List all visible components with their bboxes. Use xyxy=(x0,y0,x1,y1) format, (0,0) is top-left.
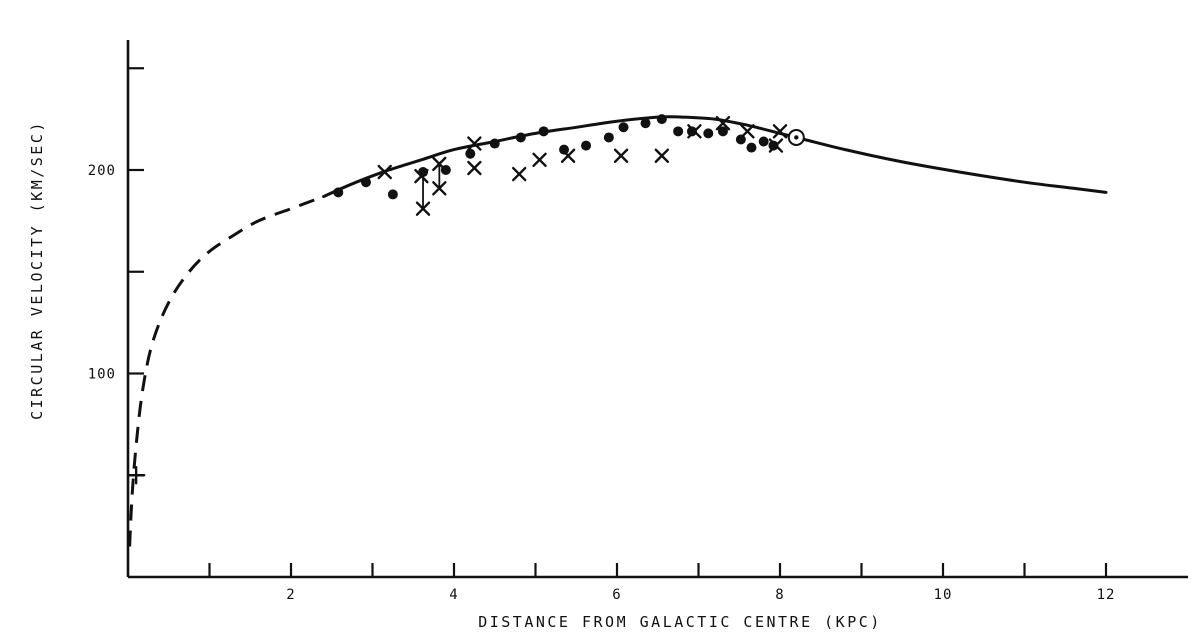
data-point-x xyxy=(740,124,755,139)
data-point-dot xyxy=(758,136,769,147)
data-point-dot xyxy=(603,132,614,143)
data-point-dot xyxy=(717,126,728,137)
data-point-x xyxy=(772,124,788,139)
data-point-x xyxy=(414,168,429,184)
data-point-x xyxy=(768,138,784,153)
data-point-dot xyxy=(333,187,344,198)
x-axis-title: DISTANCE FROM GALACTIC CENTRE (KPC) xyxy=(478,613,882,631)
y-tick-label: 200 xyxy=(88,163,116,179)
y-tick-label: 100 xyxy=(88,367,116,383)
data-point-dot xyxy=(559,144,570,155)
y-axis-ticks: 100 200 xyxy=(88,67,144,477)
data-point-x xyxy=(532,152,547,168)
x-tick-label: 2 xyxy=(286,587,295,603)
data-point-x xyxy=(432,156,447,172)
data-point-dot xyxy=(656,114,667,125)
data-point-x xyxy=(715,115,731,131)
data-marks xyxy=(126,114,805,485)
data-point-x xyxy=(415,201,431,216)
data-point-dot xyxy=(387,189,398,200)
data-point-dot xyxy=(618,122,629,133)
data-point-dot xyxy=(640,118,651,129)
data-point-dot xyxy=(489,138,500,149)
data-point-dot xyxy=(360,177,371,188)
plot-area xyxy=(126,114,1108,547)
data-point-dot xyxy=(465,148,476,159)
x-axis-ticks: 2 4 6 8 10 12 xyxy=(208,563,1116,603)
data-point-dot xyxy=(581,140,592,151)
x-tick-label: 12 xyxy=(1097,587,1116,603)
data-point-x xyxy=(377,164,392,180)
x-tick-label: 4 xyxy=(449,587,458,603)
x-tick-label: 10 xyxy=(934,587,953,603)
data-point-dot xyxy=(686,126,697,137)
data-point-x xyxy=(613,148,629,163)
data-point-x xyxy=(654,148,670,163)
x-tick-label: 8 xyxy=(775,587,784,603)
data-point-x xyxy=(432,181,447,196)
data-point-dot xyxy=(746,142,757,153)
data-point-x xyxy=(467,136,482,151)
data-point-dot xyxy=(703,128,714,139)
data-point-x xyxy=(560,148,576,163)
data-point-x xyxy=(512,166,527,182)
y-axis-title: CIRCULAR VELOCITY (KM/SEC) xyxy=(28,120,46,420)
data-point-x xyxy=(687,124,702,139)
curve-dashed-line xyxy=(128,195,325,547)
sun-symbol xyxy=(787,128,805,146)
data-point-dot xyxy=(768,140,779,151)
data-point-x xyxy=(467,160,482,176)
data-point-dot xyxy=(673,126,684,137)
x-tick-label: 6 xyxy=(612,587,621,603)
data-point-dot xyxy=(515,132,526,143)
axes: 2 4 6 8 10 12 100 200 xyxy=(88,40,1188,603)
curve-solid-line xyxy=(322,115,1108,198)
data-point-dot xyxy=(538,126,549,137)
